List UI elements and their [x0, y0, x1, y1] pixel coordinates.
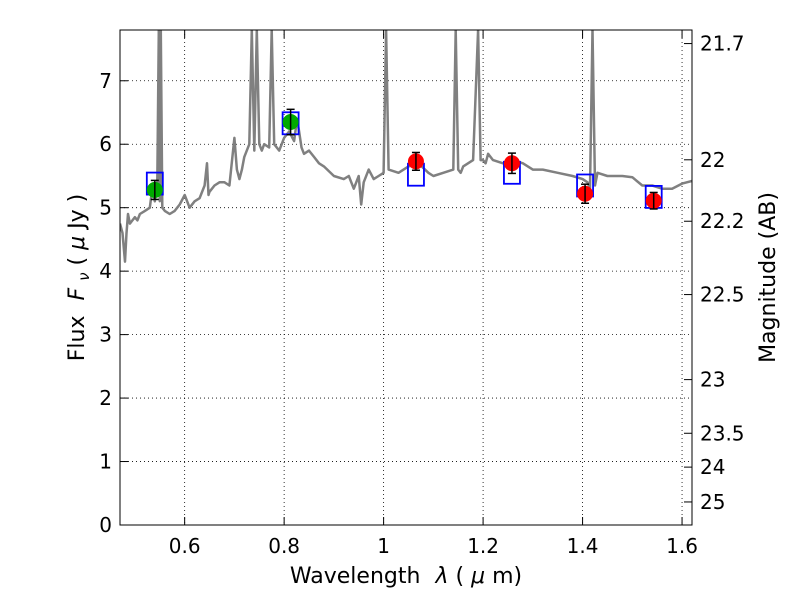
y-tick-label: 1 [99, 450, 112, 474]
x-tick-label: 0.8 [268, 534, 300, 558]
magnitude-tick-label: 22.5 [700, 283, 745, 307]
x-axis-label-unit-open: ( [455, 564, 464, 589]
x-tick-label: 1.2 [467, 534, 499, 558]
x-axis-label-unit-rest: m) [492, 564, 522, 589]
x-tick-label: 0.6 [169, 534, 201, 558]
x-axis-label-symbol: λ [434, 564, 448, 589]
y-axis-label-symbol: F [65, 287, 90, 300]
ticks-layer: 0.6 0.8 1 1.2 1.4 1.60123456721.72222.222.523… [99, 30, 745, 558]
x-axis-label: Wavelength λ ( μ m) [290, 564, 522, 589]
spectrum-layer [120, 30, 692, 263]
y-tick-label: 2 [99, 386, 112, 410]
y-axis-label: Flux F ν ( μ Jy ) [65, 194, 95, 361]
magnitude-tick-label: 23.5 [700, 421, 745, 445]
grid [120, 30, 692, 526]
points-layer [145, 108, 663, 210]
y-tick-label: 0 [99, 513, 112, 537]
x-axis-label-prefix: Wavelength [290, 564, 421, 589]
magnitude-axis-label: Magnitude (AB) [756, 192, 781, 363]
plot-frame [119, 29, 693, 526]
magnitude-tick-label: 23 [700, 368, 725, 392]
magnitude-tick-label: 21.7 [700, 32, 745, 56]
magnitude-tick-label: 24 [700, 455, 725, 479]
magnitude-tick-label: 22 [700, 148, 725, 172]
y-tick-label: 7 [99, 69, 112, 93]
y-axis-label-unit-mu: μ [65, 236, 90, 251]
magnitude-tick-label: 25 [700, 490, 725, 514]
x-tick-label: 1 [377, 534, 390, 558]
y-tick-label: 5 [99, 196, 112, 220]
y-tick-label: 4 [99, 259, 112, 283]
y-axis-label-subscript: ν [75, 272, 93, 280]
y-axis-label-unit-rest: Jy ) [65, 194, 90, 231]
y-tick-label: 3 [99, 323, 112, 347]
magnitude-tick-label: 22.2 [700, 209, 745, 233]
y-axis-label-prefix: Flux [65, 315, 90, 361]
model-spectrum-line [120, 30, 692, 263]
x-axis-label-unit-mu: μ [470, 564, 485, 589]
y-axis-label-unit-open: ( [65, 250, 90, 266]
x-tick-label: 1.6 [666, 534, 698, 558]
y-tick-label: 6 [99, 132, 112, 156]
x-tick-label: 1.4 [567, 534, 599, 558]
